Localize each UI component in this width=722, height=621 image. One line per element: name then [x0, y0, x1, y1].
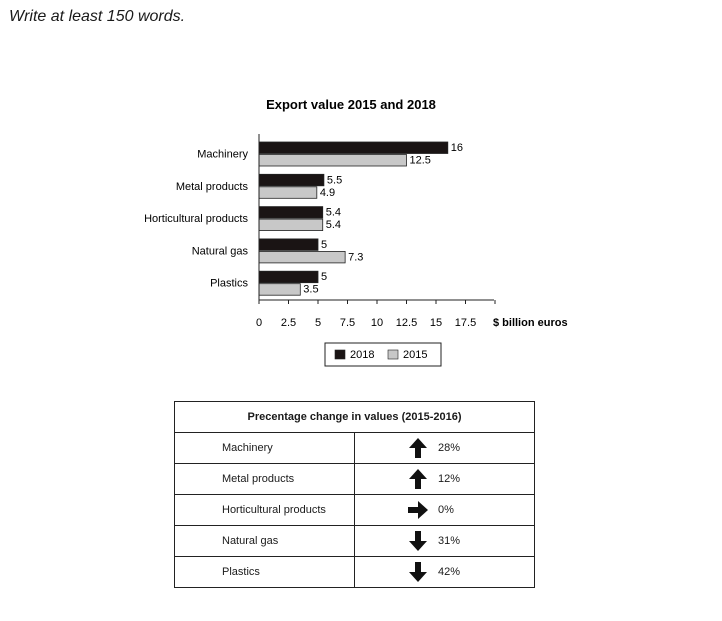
table-header-row: Precentage change in values (2015-2016)	[174, 401, 535, 433]
value-label-2018-machinery: 16	[451, 142, 463, 154]
legend-label-2018: 2018	[350, 349, 374, 361]
arrow-up-icon	[407, 468, 429, 490]
row-change-value: 12%	[438, 473, 461, 485]
row-change-value: 31%	[438, 535, 461, 547]
value-label-2015-natural-gas: 7.3	[348, 251, 363, 263]
row-change-cell: 28%	[354, 432, 535, 464]
table-row: Plastics 42%	[174, 556, 535, 588]
table-row: Horticultural products 0%	[174, 494, 535, 526]
x-axis-label: $ billion euros	[493, 317, 568, 329]
table-row: Machinery 28%	[174, 432, 535, 464]
bar-2015-horticultural-products	[258, 218, 324, 232]
bar-2015-plastics	[258, 283, 301, 296]
value-label-2015-horticultural-products: 5.4	[326, 219, 341, 231]
row-item-name: Plastics	[174, 556, 355, 588]
value-label-2015-machinery: 12.5	[410, 155, 431, 167]
category-label-natural-gas: Natural gas	[192, 245, 249, 257]
table-row: Metal products 12%	[174, 463, 535, 495]
category-label-horticultural-products: Horticultural products	[144, 213, 248, 225]
row-change-cell: 0%	[354, 494, 535, 526]
x-tick-label-7: 17.5	[455, 317, 476, 329]
category-label-metal-products: Metal products	[176, 181, 249, 193]
bar-2015-metal-products	[258, 186, 318, 199]
bar-2015-machinery	[258, 154, 407, 167]
value-label-2018-plastics: 5	[321, 271, 327, 283]
x-tick-label-4: 10	[371, 317, 383, 329]
bar-2018-natural-gas	[258, 238, 319, 251]
x-tick-label-0: 0	[256, 317, 262, 329]
legend: 2018 2015	[324, 342, 442, 367]
chart-title: Export value 2015 and 2018	[266, 97, 436, 112]
value-label-2018-horticultural-products: 5.4	[326, 207, 341, 219]
row-change-value: 0%	[438, 504, 454, 516]
value-label-2018-natural-gas: 5	[321, 239, 327, 251]
legend-label-2015: 2015	[403, 349, 427, 361]
legend-swatch-2018	[334, 349, 346, 360]
x-tick-label-3: 7.5	[340, 317, 355, 329]
value-label-2015-metal-products: 4.9	[320, 187, 335, 199]
row-item-name: Machinery	[174, 432, 355, 464]
arrow-up-icon	[407, 437, 429, 459]
bar-2018-plastics	[258, 270, 319, 284]
export-bar-chart: Export value 2015 and 2018 Machinery 16 12…	[144, 97, 568, 367]
row-item-name: Metal products	[174, 463, 355, 495]
bar-2018-horticultural-products	[258, 206, 324, 219]
category-label-plastics: Plastics	[210, 278, 248, 290]
arrow-right-icon	[407, 499, 429, 521]
x-axis: 0 2.5 5 7.5 10 12.5 15 17.5	[256, 134, 496, 329]
x-tick-label-1: 2.5	[281, 317, 296, 329]
percentage-change-table: Precentage change in values (2015-2016) …	[174, 401, 535, 588]
row-change-value: 28%	[438, 442, 461, 454]
legend-swatch-2015	[387, 349, 399, 360]
instruction-text: Write at least 150 words.	[9, 8, 186, 25]
x-tick-label-6: 15	[430, 317, 442, 329]
value-label-2018-metal-products: 5.5	[327, 174, 342, 186]
category-label-machinery: Machinery	[197, 149, 248, 161]
row-item-name: Horticultural products	[174, 494, 355, 526]
row-change-value: 42%	[438, 566, 461, 578]
arrow-down-icon	[407, 530, 429, 552]
row-item-name: Natural gas	[174, 525, 355, 557]
table-body: Machinery 28% Metal products 12% Horticultur…	[174, 432, 535, 588]
row-change-cell: 31%	[354, 525, 535, 557]
bars-layer: Machinery 16 12.5 Metal products 5.54.9 Horti…	[144, 141, 463, 296]
bar-2018-metal-products	[258, 173, 325, 187]
legend-box	[324, 342, 442, 367]
x-tick-label-5: 12.5	[396, 317, 417, 329]
row-change-cell: 12%	[354, 463, 535, 495]
table-title: Precentage change in values (2015-2016)	[174, 401, 535, 433]
row-change-cell: 42%	[354, 556, 535, 588]
x-tick-label-2: 5	[315, 317, 321, 329]
value-label-2015-plastics: 3.5	[303, 284, 318, 296]
bar-2018-machinery	[258, 141, 449, 154]
arrow-down-icon	[407, 561, 429, 583]
table-row: Natural gas 31%	[174, 525, 535, 557]
bar-2015-natural-gas	[258, 250, 346, 264]
